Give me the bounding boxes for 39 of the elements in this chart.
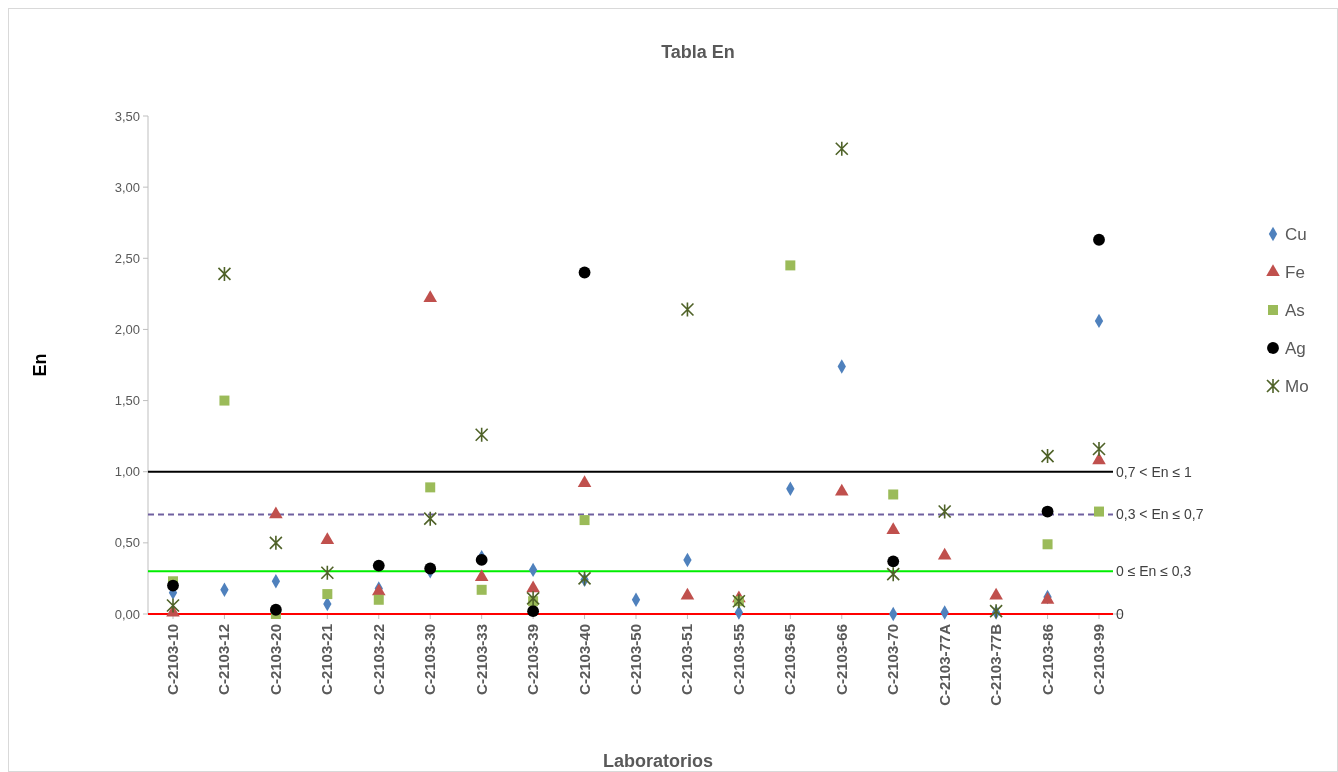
y-tick-label: 0,00 xyxy=(114,606,140,622)
y-tick-label: 1,50 xyxy=(114,393,140,409)
x-tick-label: C-2103-21 xyxy=(318,624,336,695)
x-tick-label: C-2103-70 xyxy=(884,624,902,695)
x-tick-label: C-2103-12 xyxy=(215,624,233,695)
ref-line-label: 0 xyxy=(1116,605,1124,622)
legend-label: As xyxy=(1285,300,1305,320)
chart-title: Tabla En xyxy=(661,42,735,62)
x-tick-label: C-2103-40 xyxy=(575,624,593,695)
ref-line-label: 0,7 < En ≤ 1 xyxy=(1116,463,1192,480)
x-tick-label: C-2103-77A xyxy=(935,623,953,706)
y-tick-label: 2,00 xyxy=(114,321,140,337)
x-tick-label: C-2103-66 xyxy=(832,624,850,695)
x-tick-label: C-2103-65 xyxy=(781,624,799,695)
x-tick-label: C-2103-77B xyxy=(987,623,1005,706)
y-axis-title: En xyxy=(30,353,50,377)
x-tick-label: C-2103-30 xyxy=(421,624,439,695)
x-tick-label: C-2103-33 xyxy=(472,624,490,695)
x-tick-label: C-2103-20 xyxy=(266,624,284,695)
x-tick-label: C-2103-55 xyxy=(729,624,747,695)
legend-label: Ag xyxy=(1285,338,1306,358)
y-tick-label: 2,50 xyxy=(114,250,140,266)
x-tick-label: C-2103-10 xyxy=(164,624,181,695)
ref-line-label: 0 ≤ En ≤ 0,3 xyxy=(1116,563,1192,580)
ref-line-label: 0,3 < En ≤ 0,7 xyxy=(1116,506,1204,523)
x-tick-label: C-2103-39 xyxy=(524,624,542,695)
x-tick-label: C-2103-50 xyxy=(627,624,644,695)
x-tick-label: C-2103-22 xyxy=(369,624,387,695)
y-tick-label: 3,00 xyxy=(114,179,140,195)
x-tick-label: C-2103-86 xyxy=(1038,624,1056,695)
x-axis-title: Laboratorios xyxy=(602,751,714,771)
x-tick-label: C-2103-99 xyxy=(1090,624,1107,695)
x-tick-label: C-2103-51 xyxy=(678,624,696,695)
y-tick-label: 1,00 xyxy=(114,464,140,480)
legend-label: Fe xyxy=(1285,262,1305,282)
legend-label: Mo xyxy=(1285,376,1309,396)
legend-label: Cu xyxy=(1285,224,1307,244)
y-tick-label: 3,50 xyxy=(114,108,140,124)
y-tick-label: 0,50 xyxy=(114,535,140,551)
